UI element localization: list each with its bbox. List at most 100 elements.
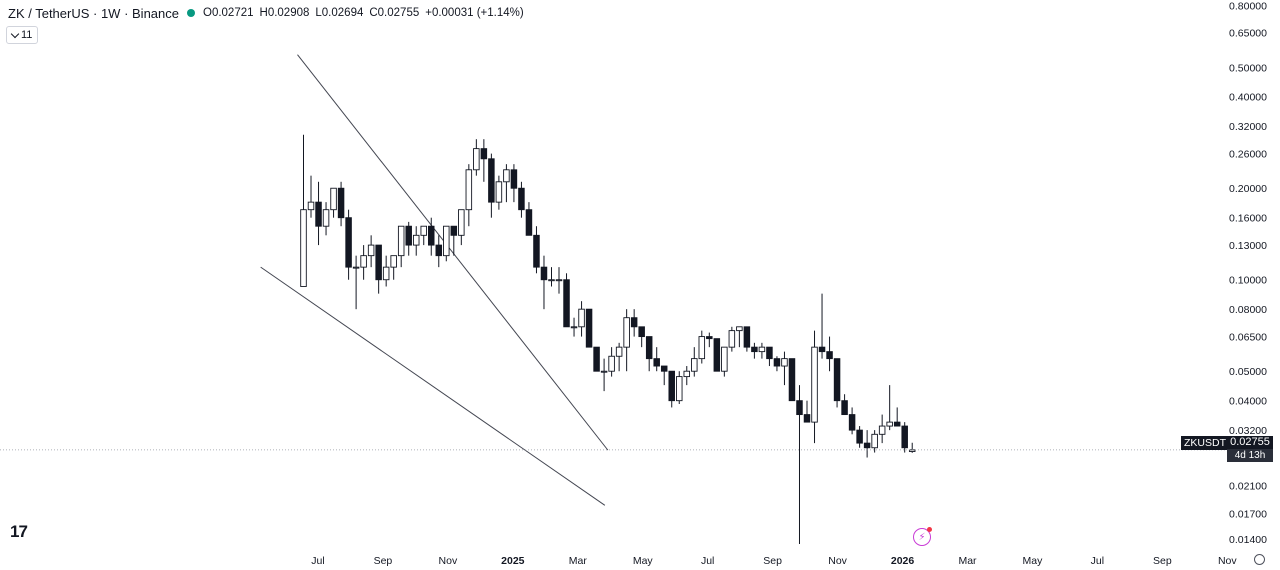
trendlines[interactable] <box>260 54 609 506</box>
candle <box>322 202 330 236</box>
ohlc-open: O0.02721 <box>203 7 254 19</box>
candle <box>766 346 773 367</box>
time-axis[interactable]: Jul Sep Nov 2025 Mar May Jul Sep Nov 2026 Mar May Ju… <box>311 555 1237 567</box>
candle-body <box>856 429 863 444</box>
candle <box>691 347 698 377</box>
candle-body <box>563 279 570 328</box>
notification-dot-icon <box>927 527 932 532</box>
time-tick-label: Sep <box>1153 555 1172 567</box>
candle <box>908 442 916 453</box>
candle-body <box>623 317 630 348</box>
candle <box>435 235 443 268</box>
candle <box>405 221 412 256</box>
candle <box>510 164 518 203</box>
time-tick-label: Nov <box>439 555 458 567</box>
candle <box>630 309 638 337</box>
bolt-icon[interactable]: ⚡ <box>913 527 932 546</box>
candle-body <box>503 169 510 183</box>
candle-body <box>300 209 307 287</box>
candle-body <box>743 326 751 348</box>
candle-body <box>345 217 352 268</box>
gear-icon[interactable] <box>1254 554 1265 565</box>
candle-body <box>412 234 420 246</box>
candle <box>803 400 811 423</box>
candle-body <box>691 358 698 372</box>
time-tick-label: May <box>633 555 654 567</box>
candle <box>563 273 570 328</box>
candle-body <box>337 187 345 219</box>
last-price-label: 0.02755 4d 13h <box>1227 436 1273 462</box>
candle-body <box>653 358 660 367</box>
time-tick-label: Mar <box>958 555 977 567</box>
candle-body <box>615 346 623 357</box>
candle-body <box>360 255 367 268</box>
time-tick-label: Jul <box>701 555 714 567</box>
candle-body <box>886 421 893 427</box>
indicators-toggle-button[interactable]: 11 <box>6 26 39 44</box>
trendline-upper[interactable] <box>297 54 609 451</box>
price-axis[interactable]: 0.80000 0.65000 0.50000 0.40000 0.32000 0.260… <box>1229 0 1267 546</box>
candle-body <box>322 209 330 227</box>
candle-body <box>443 225 450 257</box>
candle <box>676 371 683 405</box>
candle-body <box>405 225 412 246</box>
candle-body <box>390 255 397 268</box>
candle <box>841 394 848 416</box>
candle-body <box>473 148 480 171</box>
time-tick-label: Nov <box>828 555 847 567</box>
trendline-lower[interactable] <box>260 266 606 506</box>
price-tick-label: 0.65000 <box>1229 28 1267 40</box>
time-tick-label: Nov <box>1218 555 1237 567</box>
candle-body <box>510 169 518 189</box>
time-tick-label: Sep <box>763 555 782 567</box>
candle-body <box>758 346 766 353</box>
price-tick-label: 0.06500 <box>1229 332 1267 344</box>
candle-body <box>488 158 495 203</box>
candle-body <box>751 346 758 353</box>
candle <box>878 414 886 444</box>
tradingview-logo[interactable]: 17 <box>10 522 28 541</box>
candle <box>428 217 435 256</box>
candle-body <box>330 187 337 211</box>
price-tick-label: 0.08000 <box>1229 304 1267 316</box>
candle-body <box>495 181 503 203</box>
price-tick-label: 0.01400 <box>1229 534 1267 546</box>
candle-body <box>465 169 473 211</box>
candle <box>397 225 405 268</box>
candle <box>833 358 841 408</box>
candle-body <box>848 414 856 431</box>
candle <box>518 181 525 218</box>
candle <box>420 225 427 246</box>
price-tick-label: 0.80000 <box>1229 0 1267 12</box>
candle-body <box>841 400 848 416</box>
candle <box>698 330 706 364</box>
candles <box>300 134 916 545</box>
time-tick-label: Jul <box>311 555 324 567</box>
candle-body <box>645 336 653 360</box>
candle <box>645 336 653 372</box>
candle <box>382 255 390 287</box>
candle <box>450 225 458 256</box>
candle-body <box>683 370 691 378</box>
candle-body <box>736 326 743 332</box>
ohlc-high: H0.02908 <box>259 7 310 19</box>
candle <box>818 293 826 359</box>
candle-body <box>721 346 728 372</box>
candle <box>300 134 307 287</box>
candle <box>540 255 548 310</box>
candle-body <box>450 225 458 236</box>
candle <box>345 209 352 280</box>
symbol-title[interactable]: ZK / TetherUS · 1W · Binance <box>8 5 179 21</box>
candle <box>623 309 630 372</box>
candle <box>871 430 878 453</box>
candle <box>412 226 420 256</box>
candle-body <box>533 234 540 268</box>
candle <box>555 267 563 294</box>
ohlc-low: L0.02694 <box>315 7 364 19</box>
candle-body <box>863 442 871 449</box>
candle-body <box>660 365 668 372</box>
price-tick-label: 0.02100 <box>1229 481 1267 493</box>
price-tick-label: 0.05000 <box>1229 366 1267 378</box>
candle <box>736 326 743 348</box>
